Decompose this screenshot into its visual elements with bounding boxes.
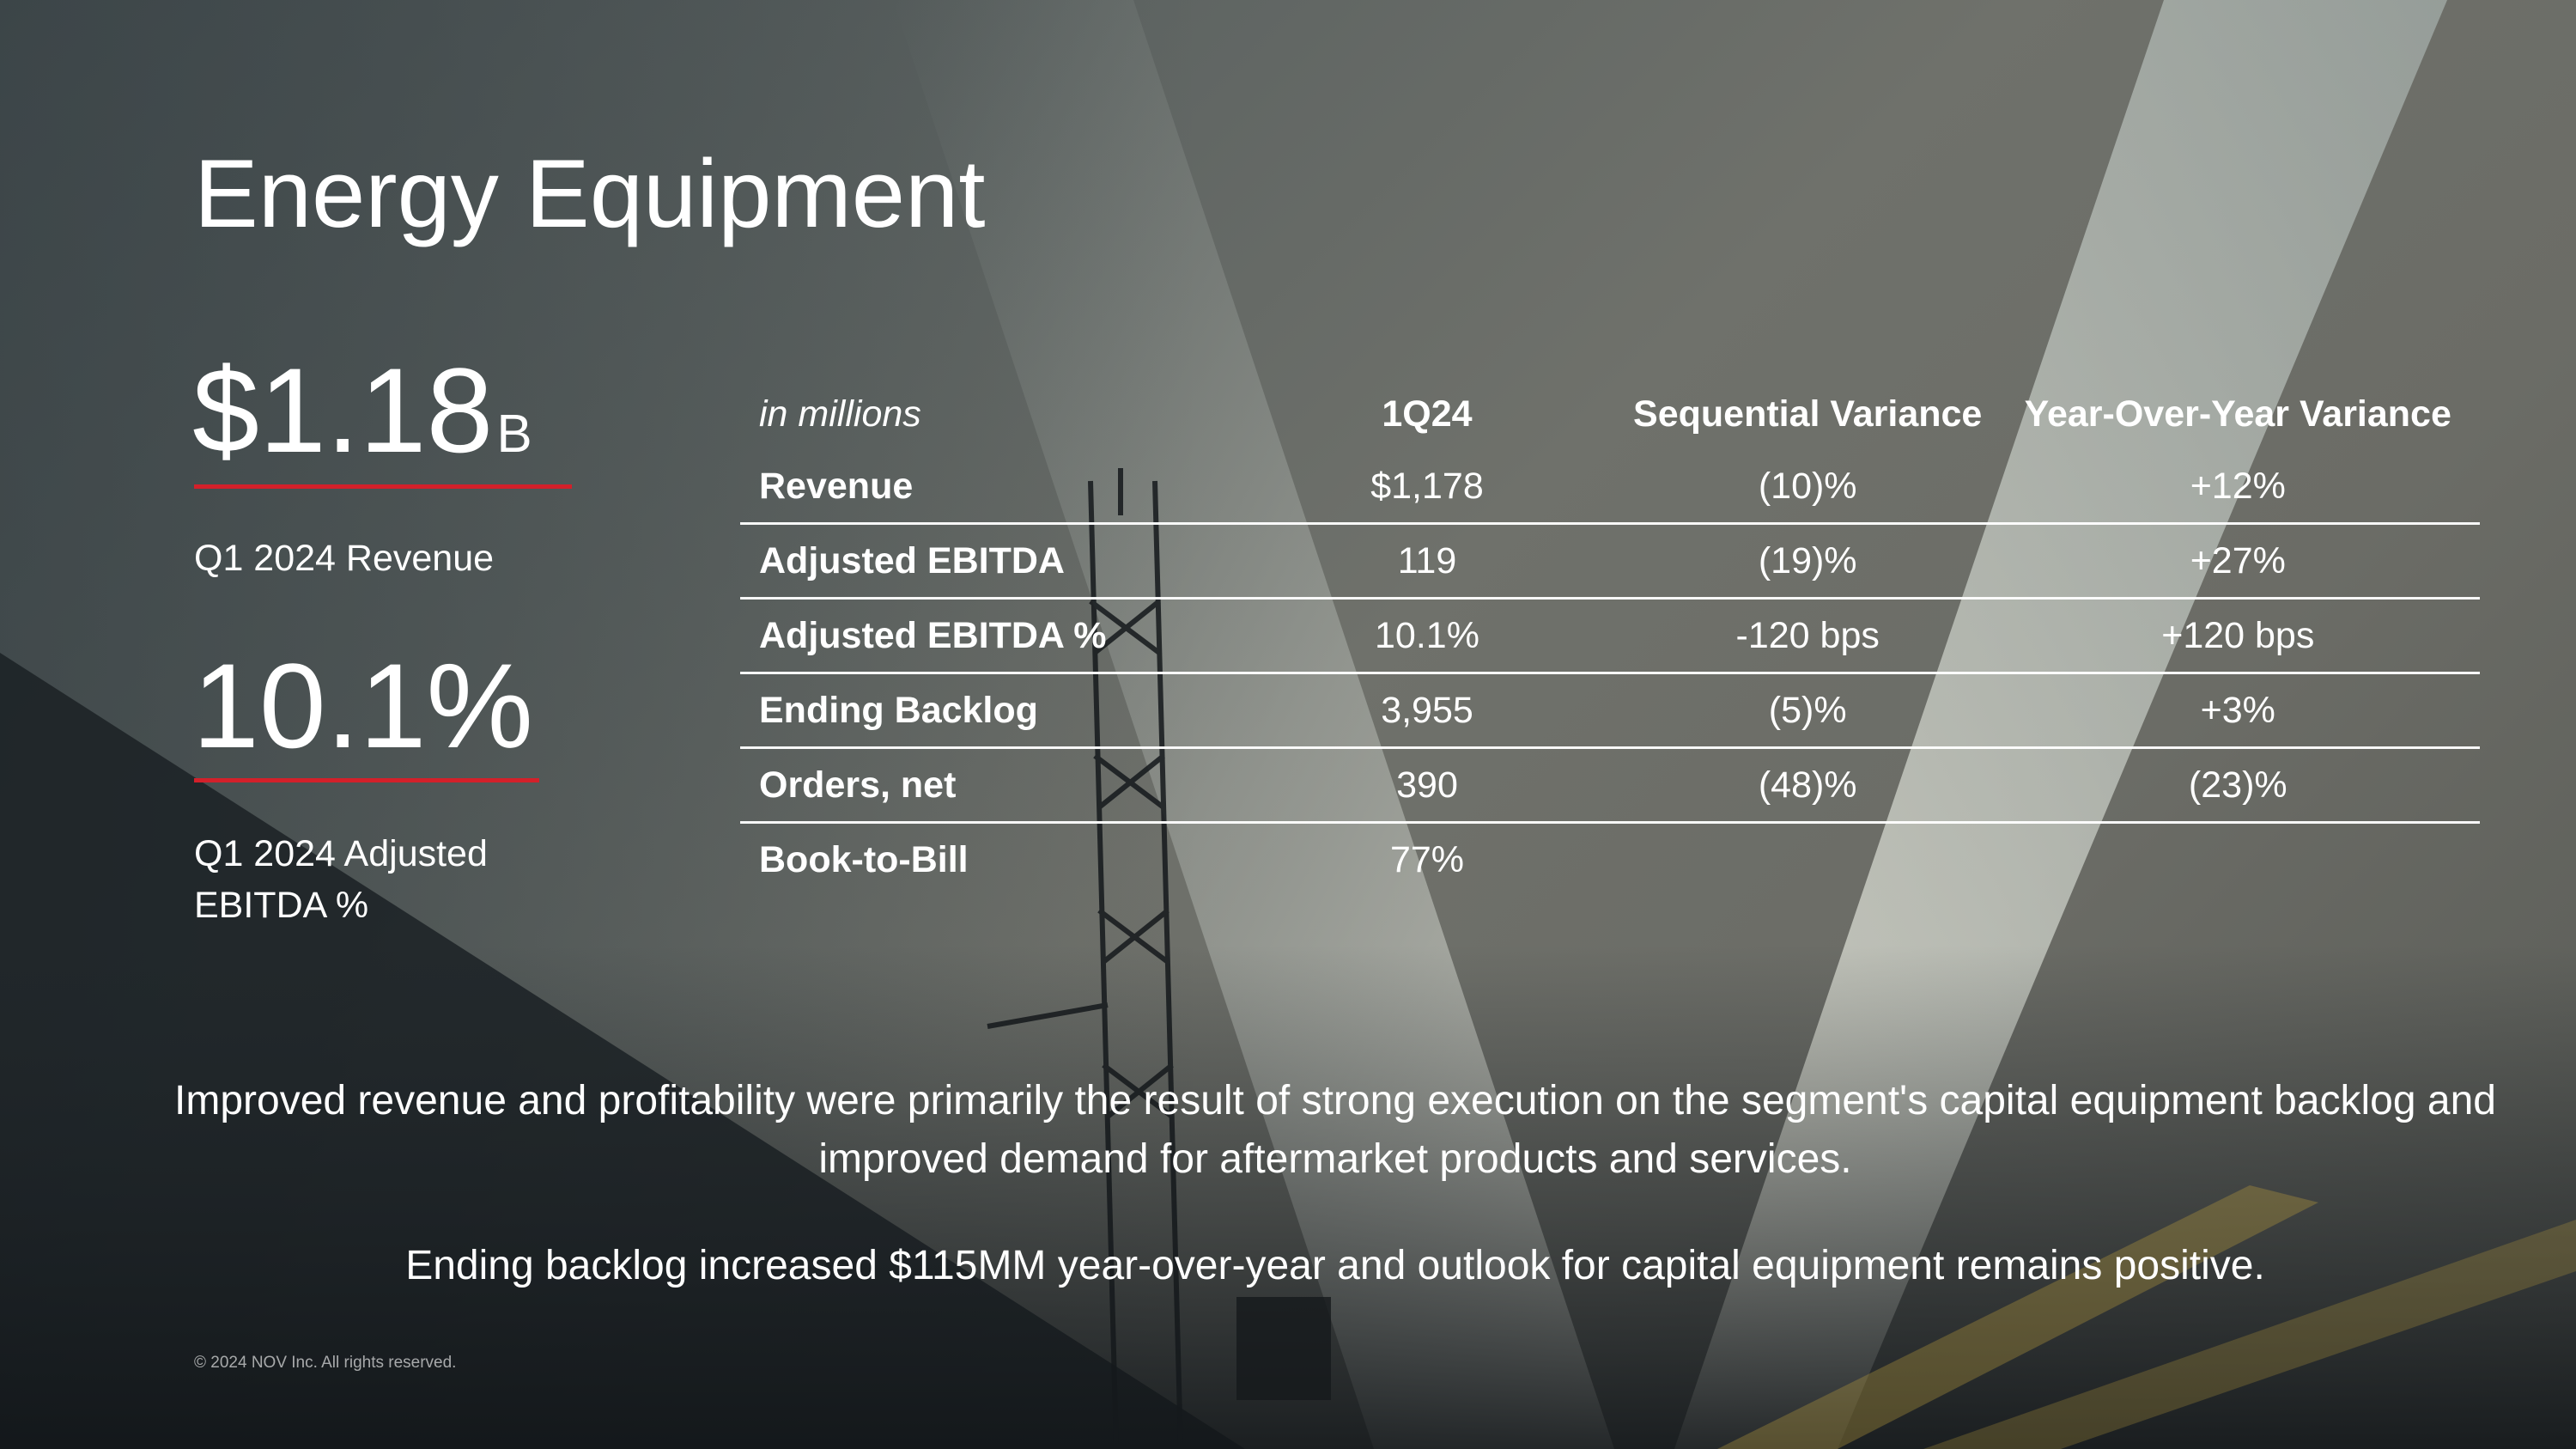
kpi-revenue-label: Q1 2024 Revenue (194, 538, 495, 579)
table-row: Adjusted EBITDA % 10.1% -120 bps +120 bp… (740, 599, 2480, 673)
row-label: Orders, net (759, 764, 957, 806)
cell-sequential (1619, 823, 1996, 897)
metrics-table: in millions 1Q24 Sequential Variance Yea… (740, 378, 2480, 896)
cell-yoy: (23)% (2188, 764, 2287, 806)
kpi-revenue-number: $1.18 (192, 343, 494, 478)
cell-sequential: (5)% (1768, 689, 1847, 731)
header-units: in millions (759, 393, 921, 435)
slide-title: Energy Equipment (194, 140, 986, 247)
kpi-revenue-value: $1.18B (192, 350, 532, 471)
kpi-revenue-underline (194, 484, 572, 489)
cell-period: 390 (1396, 764, 1458, 806)
commentary-paragraph: Ending backlog increased $115MM year-ove… (405, 1243, 2265, 1288)
cell-yoy (1996, 823, 2480, 897)
kpi-revenue-unit: B (496, 405, 532, 464)
cell-sequential: (48)% (1758, 764, 1857, 806)
table-row: Adjusted EBITDA 119 (19)% +27% (740, 524, 2480, 599)
kpi-ebitda-number: 10.1% (192, 638, 533, 773)
copyright-footer: © 2024 NOV Inc. All rights reserved. (194, 1354, 457, 1372)
kpi-ebitda-value: 10.1% (192, 646, 533, 766)
table-row: Revenue $1,178 (10)% +12% (740, 450, 2480, 524)
cell-yoy: +27% (2190, 539, 2286, 581)
row-label: Book-to-Bill (759, 838, 969, 880)
row-label: Adjusted EBITDA (759, 539, 1065, 581)
header-sequential: Sequential Variance (1633, 393, 1983, 435)
table-row: Book-to-Bill 77% (740, 823, 2480, 897)
cell-period: 77% (1389, 838, 1465, 880)
header-yoy: Year-Over-Year Variance (2024, 393, 2451, 435)
row-label: Ending Backlog (759, 689, 1038, 731)
cell-period: 119 (1397, 539, 1457, 581)
kpi-ebitda-underline (194, 778, 539, 782)
kpi-ebitda-label: Q1 2024 Adjusted EBITDA % (194, 833, 488, 926)
cell-yoy: +12% (2190, 465, 2286, 507)
row-label: Revenue (759, 465, 914, 507)
cell-sequential: (19)% (1758, 539, 1857, 581)
table-row: Orders, net 390 (48)% (23)% (740, 748, 2480, 823)
cell-sequential: (10)% (1758, 465, 1857, 507)
cell-period: $1,178 (1370, 465, 1484, 507)
table-row: Ending Backlog 3,955 (5)% +3% (740, 673, 2480, 748)
cell-sequential: -120 bps (1735, 614, 1880, 656)
header-period: 1Q24 (1382, 393, 1473, 435)
row-label: Adjusted EBITDA % (759, 614, 1107, 656)
cell-yoy: +3% (2200, 689, 2275, 731)
commentary-paragraph: Improved revenue and profitability were … (174, 1078, 2496, 1182)
cell-period: 10.1% (1375, 614, 1479, 656)
cell-period: 3,955 (1381, 689, 1473, 731)
table-header-row: in millions 1Q24 Sequential Variance Yea… (740, 378, 2480, 450)
cell-yoy: +120 bps (2161, 614, 2315, 656)
